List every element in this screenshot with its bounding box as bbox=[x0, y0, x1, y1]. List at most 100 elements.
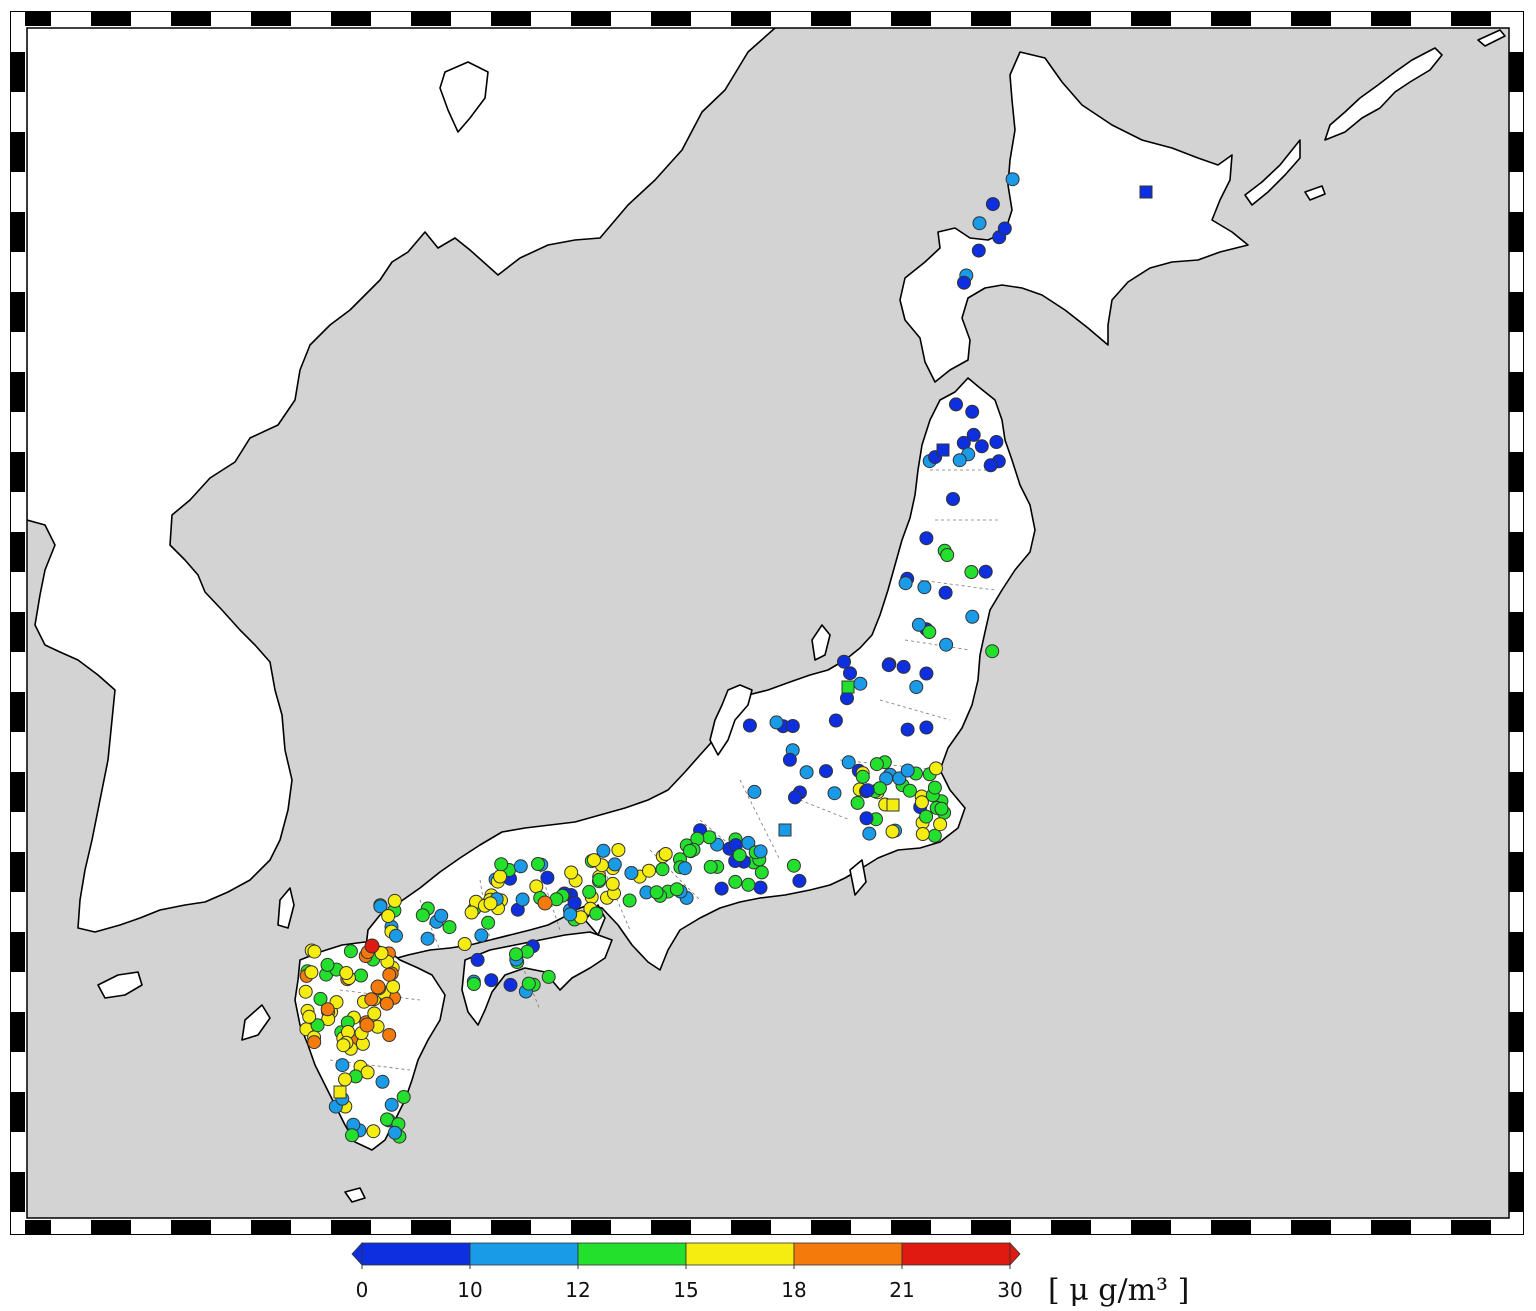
frame-tick-right bbox=[1509, 292, 1523, 332]
station-marker bbox=[966, 427, 981, 442]
frame-tick-top bbox=[1131, 12, 1171, 26]
station-marker bbox=[307, 944, 322, 959]
sado-like-island bbox=[439, 61, 489, 133]
frame-tick-bottom bbox=[1331, 1220, 1371, 1234]
frame-tick-right bbox=[1509, 532, 1523, 572]
colorbar-segment bbox=[469, 1242, 579, 1266]
sakhalin-island bbox=[1324, 47, 1443, 141]
station-marker bbox=[850, 795, 865, 810]
colorbar-segment bbox=[577, 1242, 687, 1266]
station-marker bbox=[529, 879, 544, 894]
frame-tick-top bbox=[411, 12, 451, 26]
colorbar-tick-label: 12 bbox=[565, 1278, 590, 1302]
station-marker bbox=[677, 861, 692, 876]
frame-tick-left bbox=[11, 292, 25, 332]
station-marker bbox=[840, 691, 854, 706]
frame-tick-left bbox=[11, 572, 25, 612]
station-marker bbox=[493, 869, 508, 884]
station-marker bbox=[754, 865, 769, 880]
station-marker bbox=[964, 565, 979, 579]
station-marker bbox=[909, 680, 924, 694]
station-marker bbox=[853, 676, 868, 691]
station-marker-high bbox=[537, 895, 553, 911]
frame-tick-left bbox=[11, 252, 25, 292]
colorbar-arrow-high bbox=[1009, 1241, 1021, 1267]
tsushima-island bbox=[277, 887, 295, 929]
station-marker bbox=[898, 576, 913, 591]
station-marker bbox=[464, 905, 479, 920]
station-marker bbox=[531, 857, 545, 871]
station-marker bbox=[985, 197, 1000, 212]
frame-tick-left bbox=[11, 132, 25, 172]
station-marker bbox=[373, 899, 388, 914]
frame-tick-bottom bbox=[731, 1220, 771, 1234]
station-marker bbox=[919, 666, 934, 681]
station-marker bbox=[952, 453, 967, 468]
station-marker-high bbox=[370, 979, 386, 995]
station-marker bbox=[483, 896, 498, 911]
station-marker bbox=[911, 617, 926, 632]
frame-tick-right bbox=[1509, 92, 1523, 132]
station-marker bbox=[420, 931, 435, 946]
station-marker bbox=[927, 828, 942, 843]
frame-tick-right bbox=[1509, 932, 1523, 972]
frame-tick-right bbox=[1509, 1092, 1523, 1132]
station-marker bbox=[837, 654, 851, 669]
frame-tick-top bbox=[611, 12, 651, 26]
frame-tick-top bbox=[131, 12, 171, 26]
station-marker bbox=[336, 1038, 351, 1053]
station-marker-high bbox=[364, 938, 380, 954]
frame-tick-bottom bbox=[291, 1220, 331, 1234]
frame-tick-bottom bbox=[1251, 1220, 1291, 1234]
station-marker bbox=[442, 920, 457, 935]
frame-tick-left bbox=[11, 1172, 25, 1212]
frame-tick-right bbox=[1509, 892, 1523, 932]
frame-tick-top bbox=[651, 12, 691, 26]
station-marker bbox=[304, 965, 319, 980]
station-marker bbox=[786, 858, 801, 873]
frame-tick-left bbox=[11, 332, 25, 372]
sado-island bbox=[811, 624, 831, 661]
frame-tick-top bbox=[691, 12, 731, 26]
colorbar-segment bbox=[685, 1242, 795, 1266]
frame-tick-bottom bbox=[891, 1220, 931, 1234]
frame-tick-right bbox=[1509, 612, 1523, 652]
station-marker bbox=[474, 928, 489, 943]
station-marker bbox=[386, 979, 401, 994]
small-island bbox=[1477, 29, 1506, 47]
frame-tick-top bbox=[1171, 12, 1211, 26]
frame-tick-left bbox=[11, 692, 25, 732]
station-marker bbox=[343, 944, 358, 959]
station-marker bbox=[949, 397, 963, 412]
station-marker bbox=[541, 969, 556, 984]
frame-tick-left bbox=[11, 532, 25, 572]
shikoku bbox=[461, 931, 613, 1026]
station-marker-square bbox=[936, 443, 950, 457]
station-marker bbox=[434, 908, 449, 923]
station-marker bbox=[298, 984, 313, 999]
frame-tick-top bbox=[1051, 12, 1091, 26]
station-marker bbox=[384, 1097, 399, 1112]
frame-tick-bottom bbox=[531, 1220, 571, 1234]
frame-tick-bottom bbox=[1411, 1220, 1451, 1234]
frame-tick-top bbox=[1331, 12, 1371, 26]
station-marker bbox=[983, 458, 998, 473]
station-marker bbox=[587, 853, 601, 868]
station-marker bbox=[742, 718, 757, 733]
station-marker bbox=[642, 863, 656, 878]
station-marker bbox=[387, 1125, 402, 1140]
frame-tick-top bbox=[291, 12, 331, 26]
frame-tick-bottom bbox=[91, 1220, 131, 1234]
frame-tick-top bbox=[771, 12, 811, 26]
frame-tick-right bbox=[1509, 692, 1523, 732]
frame-tick-bottom bbox=[1131, 1220, 1171, 1234]
frame-tick-bottom bbox=[771, 1220, 811, 1234]
station-marker bbox=[714, 881, 729, 896]
station-marker bbox=[521, 976, 536, 991]
station-marker bbox=[971, 243, 986, 258]
frame-tick-bottom bbox=[211, 1220, 251, 1234]
station-marker bbox=[957, 275, 971, 290]
frame-tick-top bbox=[1011, 12, 1051, 26]
colorbar-tick-label: 0 bbox=[356, 1278, 369, 1302]
frame-tick-left bbox=[11, 652, 25, 692]
